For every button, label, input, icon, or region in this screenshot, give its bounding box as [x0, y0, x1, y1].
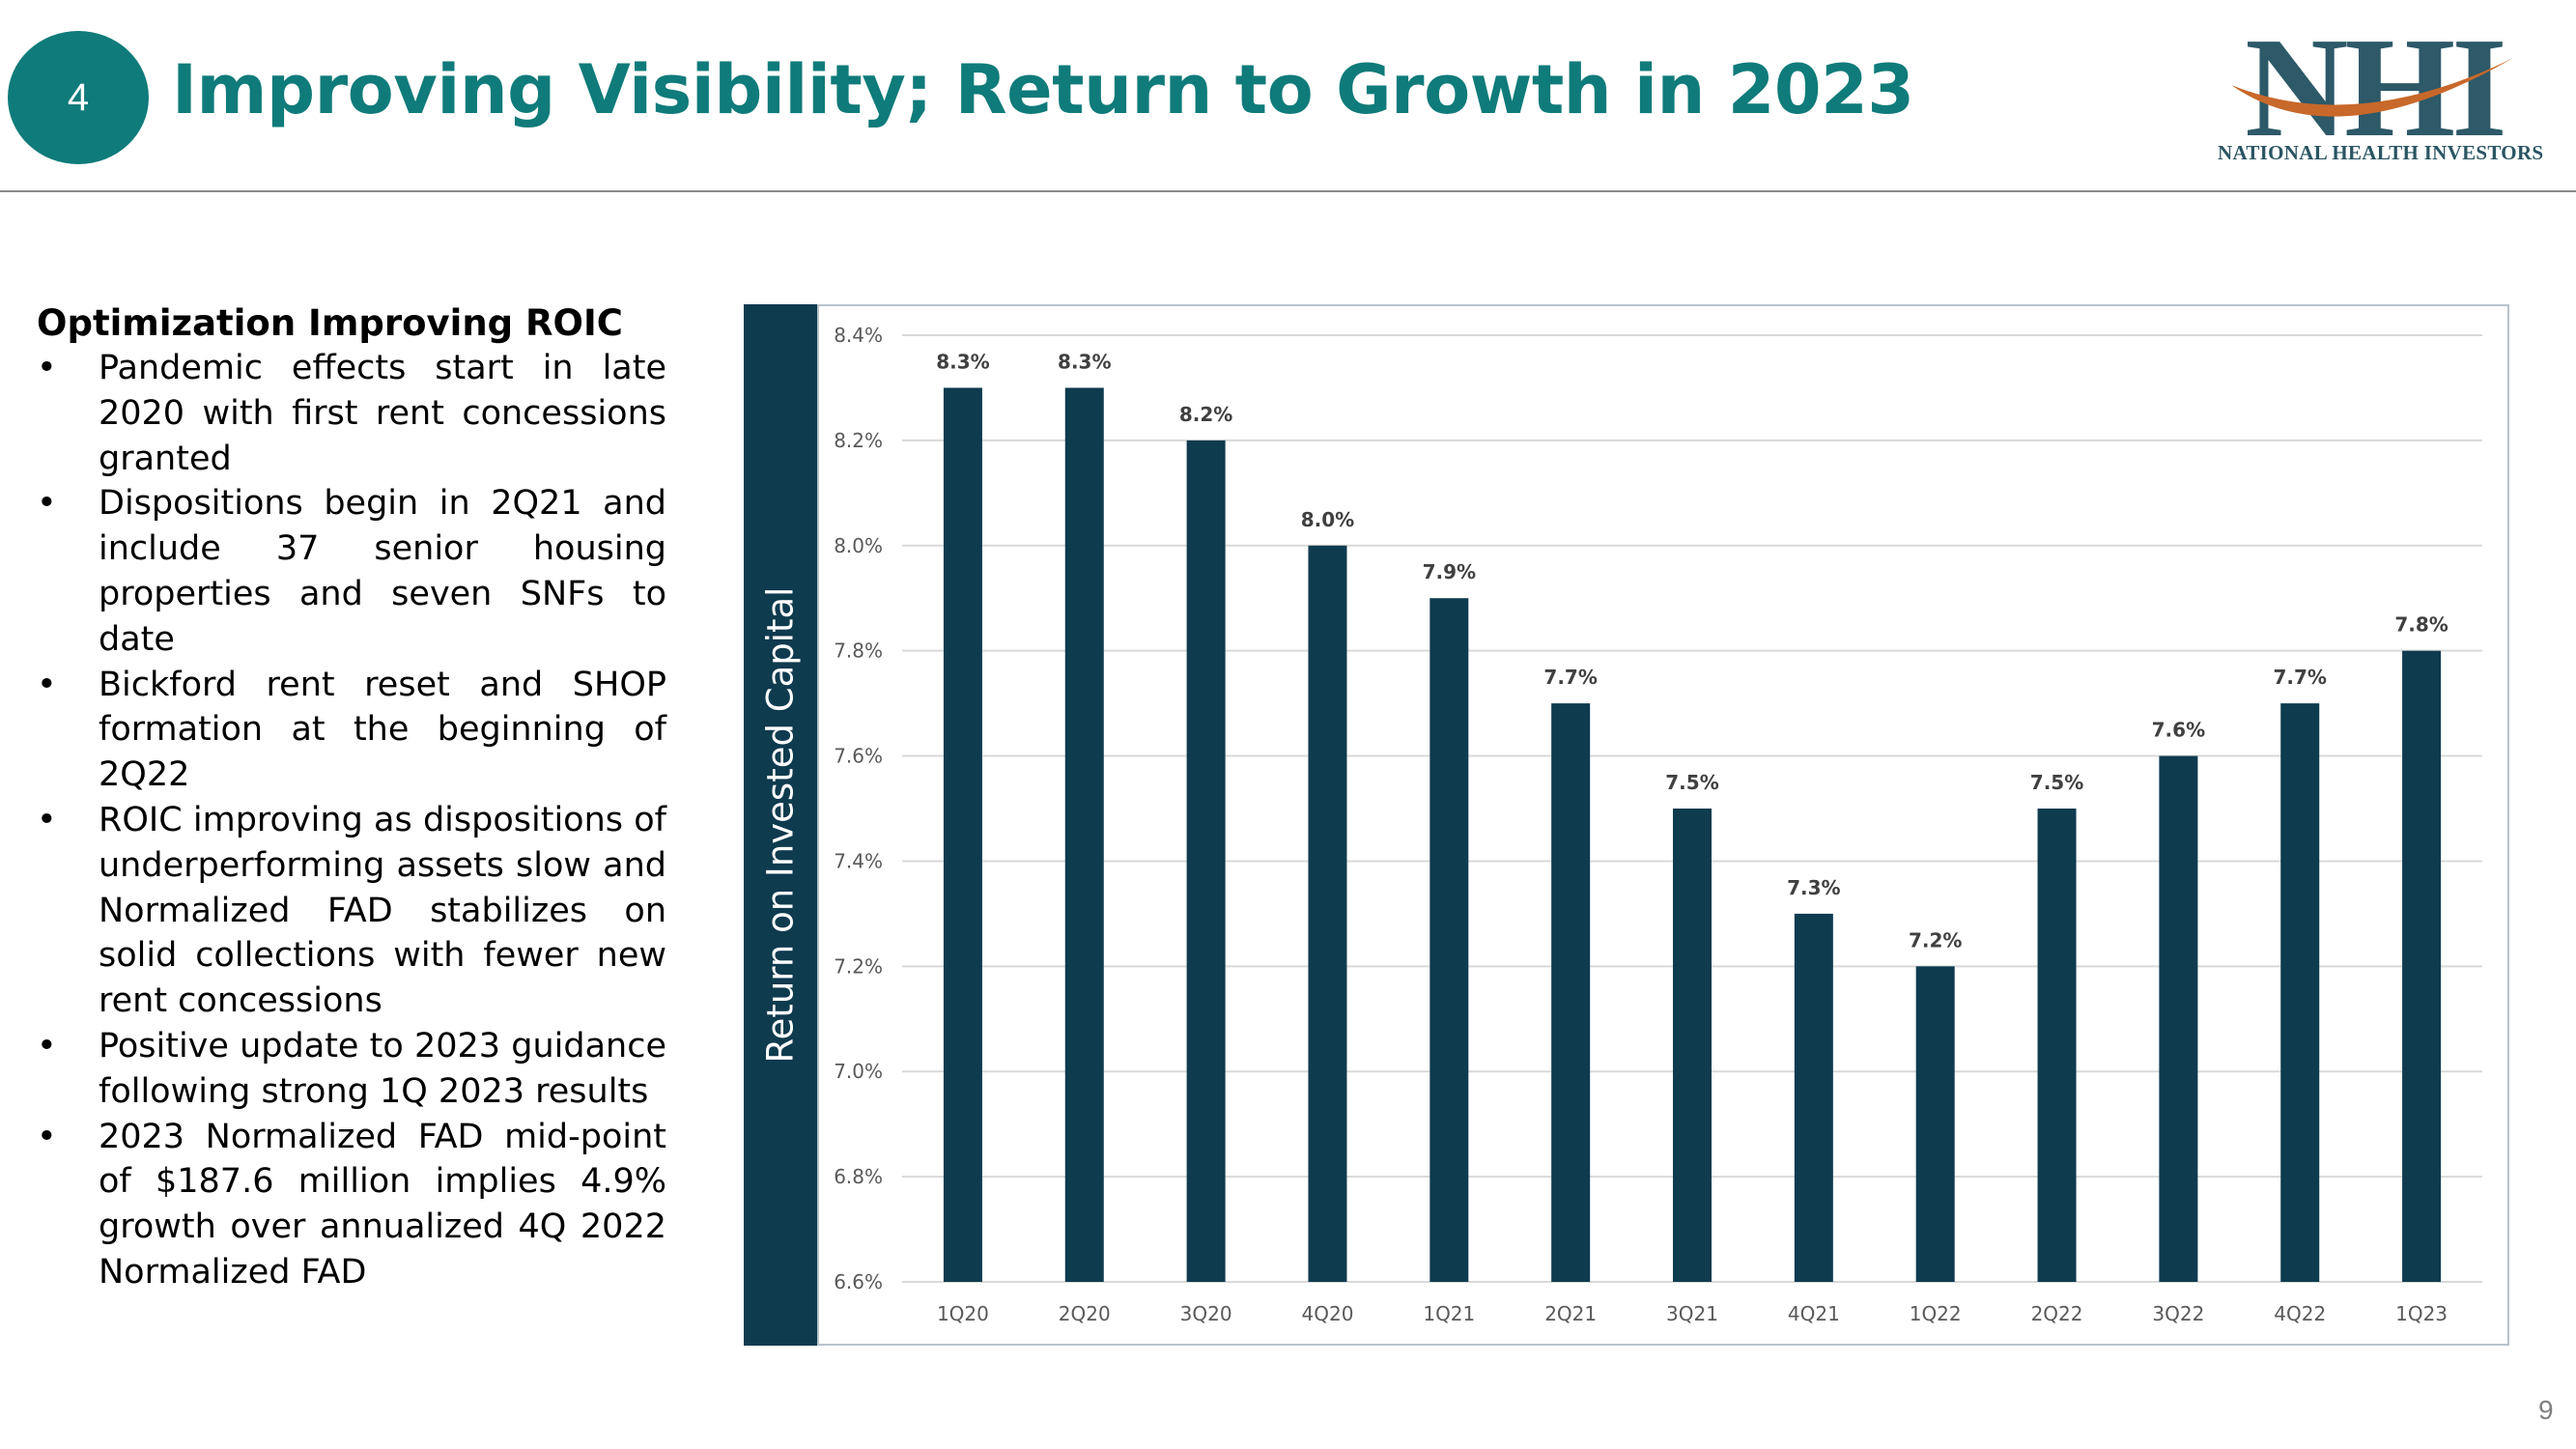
- bar: [2037, 809, 2077, 1282]
- list-item: Positive update to 2023 guidance followi…: [37, 1024, 666, 1115]
- bar: [1551, 703, 1591, 1282]
- bar: [1064, 387, 1104, 1282]
- bar: [1673, 809, 1712, 1282]
- logo-letters: NHI: [2245, 29, 2504, 167]
- roic-chart: 6.6% 6.8% 7.0% 7.2% 7.4% 7.6% 7.8% 8.0% 8.2% 8.4%…: [817, 304, 2509, 1346]
- y-tick-label: 7.0%: [834, 1060, 883, 1083]
- slide-number-badge: 4: [8, 31, 149, 164]
- x-tick-label: 4Q22: [2274, 1302, 2326, 1325]
- x-tick-label: 1Q23: [2395, 1302, 2448, 1325]
- data-label: 8.2%: [1179, 403, 1232, 426]
- list-item: Bickford rent reset and SHOP formation a…: [37, 663, 666, 798]
- header-divider: [0, 190, 2576, 192]
- x-tick-label: 2Q20: [1059, 1302, 1111, 1325]
- x-tick-label: 1Q22: [1910, 1302, 1962, 1325]
- y-axis-label-band: [744, 304, 817, 1346]
- data-label: 8.0%: [1301, 508, 1354, 531]
- list-item: Dispositions begin in 2Q21 and include 3…: [37, 481, 666, 662]
- data-label: 8.3%: [1058, 350, 1111, 373]
- y-tick-label: 7.2%: [834, 954, 883, 978]
- nhi-logo: NHI: [2231, 29, 2513, 167]
- y-tick-label: 7.6%: [834, 745, 883, 768]
- roic-bar-chart: 6.6% 6.8% 7.0% 7.2% 7.4% 7.6% 7.8% 8.0% 8.2% 8.4%…: [834, 324, 2482, 1325]
- roic-notes: Optimization Improving ROIC Pandemic eff…: [37, 301, 666, 1295]
- list-item: Pandemic effects start in late 2020 with…: [37, 346, 666, 481]
- y-tick-label: 8.4%: [834, 324, 883, 347]
- x-tick-label: 4Q20: [1302, 1302, 1354, 1325]
- bar: [1430, 598, 1469, 1282]
- bar: [943, 387, 982, 1282]
- x-tick-label: 4Q21: [1788, 1302, 1840, 1325]
- list-item: 2023 Normalized FAD mid-point of $187.6 …: [37, 1115, 666, 1295]
- bar: [2280, 703, 2320, 1282]
- bar: [1186, 440, 1226, 1282]
- bar: [1794, 913, 1833, 1282]
- notes-list: Pandemic effects start in late 2020 with…: [37, 346, 666, 1295]
- x-tick-label: 3Q22: [2152, 1302, 2204, 1325]
- y-tick-label: 6.6%: [834, 1270, 883, 1293]
- data-label: 7.8%: [2394, 613, 2448, 637]
- x-tick-label: 2Q21: [1544, 1302, 1597, 1325]
- y-tick-label: 8.2%: [834, 429, 883, 452]
- x-tick-label: 1Q20: [937, 1302, 989, 1325]
- data-label: 8.3%: [936, 350, 989, 373]
- logo-tagline: NATIONAL HEALTH INVESTORS: [2218, 141, 2544, 164]
- bar: [2402, 650, 2442, 1282]
- x-tick-label: 1Q21: [1423, 1302, 1475, 1325]
- bar: [1915, 966, 1955, 1282]
- x-tick-label: 2Q22: [2031, 1302, 2083, 1325]
- bar: [2159, 755, 2198, 1282]
- y-tick-label: 7.8%: [834, 639, 883, 663]
- bar: [1308, 545, 1347, 1282]
- data-label: 7.7%: [2273, 666, 2326, 689]
- data-label: 7.9%: [1423, 560, 1476, 583]
- page-number: 9: [2538, 1395, 2554, 1425]
- x-tick-label: 3Q21: [1666, 1302, 1718, 1325]
- page-title: Improving Visibility; Return to Growth i…: [172, 50, 1914, 129]
- x-tick-label: 3Q20: [1180, 1302, 1232, 1325]
- list-item: ROIC improving as dispositions of underp…: [37, 798, 666, 1024]
- slide-number: 4: [67, 75, 90, 119]
- y-tick-label: 7.4%: [834, 849, 883, 872]
- data-label: 7.3%: [1787, 876, 1840, 899]
- data-label: 7.7%: [1543, 666, 1597, 689]
- y-tick-label: 6.8%: [834, 1165, 883, 1188]
- data-label: 7.5%: [1665, 771, 1718, 794]
- notes-heading: Optimization Improving ROIC: [37, 302, 623, 344]
- data-label: 7.2%: [1909, 928, 1962, 952]
- data-label: 7.6%: [2152, 719, 2205, 742]
- logo-swoosh: [2231, 58, 2513, 117]
- y-axis-label: Return on Invested Capital: [759, 586, 802, 1064]
- y-tick-label: 8.0%: [834, 534, 883, 557]
- data-label: 7.5%: [2030, 771, 2083, 794]
